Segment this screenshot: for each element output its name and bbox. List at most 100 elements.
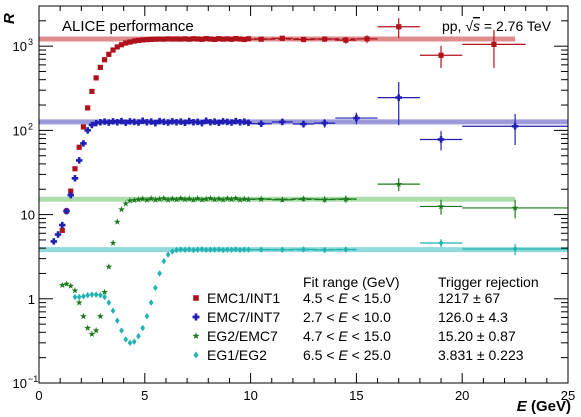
data-point: [229, 246, 234, 254]
data-point: [76, 293, 82, 301]
x-tick-label: 25: [561, 388, 575, 403]
data-point: [84, 324, 92, 331]
data-point: [181, 195, 189, 203]
data-point: [186, 246, 192, 253]
data-point: [395, 180, 403, 187]
data-point: [123, 336, 129, 343]
data-point: [511, 122, 519, 130]
data-point: [195, 246, 201, 253]
legend-rejection-error: ± 4.3: [473, 309, 508, 325]
data-point: [147, 195, 155, 202]
y-tick-label: 10: [13, 376, 27, 391]
data-point: [98, 292, 103, 299]
data-point: [241, 118, 248, 125]
data-point: [85, 292, 91, 299]
data-point: [105, 263, 113, 270]
data-point: [105, 119, 113, 126]
y-tick-exponent: −1: [28, 374, 38, 384]
data-point: [240, 195, 248, 202]
data-point: [122, 119, 130, 127]
data-point: [300, 195, 307, 202]
data-point: [215, 195, 223, 202]
data-point: [92, 327, 100, 334]
data-point: [193, 295, 199, 301]
data-point: [178, 246, 184, 253]
data-point: [203, 36, 209, 42]
data-point: [143, 118, 151, 126]
data-point: [257, 120, 265, 127]
data-point: [127, 339, 133, 347]
data-point: [130, 196, 138, 204]
data-point: [343, 246, 349, 253]
data-point: [143, 196, 151, 203]
data-point: [110, 307, 116, 315]
data-point: [148, 299, 154, 306]
legend-fit-high: < 15.0: [348, 290, 391, 306]
data-point: [245, 196, 252, 203]
data-point: [194, 195, 202, 202]
data-point: [54, 231, 62, 238]
y-axis-label: R: [1, 13, 18, 24]
x-axis-variable: E: [517, 398, 528, 415]
legend-rejection: 3.831 ± 0.223: [438, 347, 524, 363]
data-point: [63, 207, 70, 215]
data-point: [118, 117, 125, 125]
data-point: [80, 124, 87, 130]
data-point: [216, 246, 222, 253]
data-point: [80, 312, 87, 320]
data-point: [164, 196, 172, 203]
data-point: [212, 246, 217, 253]
y-tick-exponent: 2: [28, 121, 33, 131]
legend-rejection: 1217 ± 67: [438, 290, 500, 306]
legend-fit-range: 4.7 < E < 15.0: [303, 328, 391, 344]
data-point: [257, 195, 265, 202]
data-point: [236, 196, 244, 203]
data-point: [237, 36, 243, 42]
data-point: [186, 36, 192, 42]
data-point: [59, 221, 66, 229]
data-point: [173, 196, 180, 203]
data-point: [139, 195, 147, 202]
data-point: [106, 299, 112, 306]
data-point: [126, 118, 134, 125]
data-point: [228, 36, 235, 42]
legend-series-name: EG1/EG2: [207, 347, 267, 363]
data-point: [219, 118, 227, 125]
data-point: [190, 196, 197, 203]
data-point: [135, 119, 142, 126]
data-point: [80, 140, 87, 147]
data-point: [118, 42, 125, 48]
data-point: [202, 195, 210, 202]
data-point: [232, 117, 240, 125]
legend-series-name: EMC1/INT1: [207, 290, 280, 306]
data-point: [97, 118, 104, 126]
legend-fit-high: < 25.0: [348, 347, 391, 363]
data-point: [85, 105, 91, 111]
data-point: [181, 119, 189, 127]
data-point: [177, 194, 185, 202]
data-point: [127, 39, 133, 45]
data-point: [164, 119, 172, 126]
data-point: [89, 88, 95, 95]
data-point: [101, 57, 108, 63]
data-point: [190, 118, 197, 126]
data-point: [192, 332, 200, 340]
legend-fit-variable: E: [338, 309, 348, 325]
data-point: [63, 280, 70, 287]
data-point: [122, 200, 130, 207]
data-point: [50, 238, 58, 245]
x-tick-label: 10: [243, 388, 257, 403]
data-point: [114, 118, 121, 126]
data-point: [396, 24, 402, 30]
data-point: [160, 118, 168, 126]
data-point: [353, 114, 360, 122]
data-point: [114, 44, 120, 50]
data-point: [173, 118, 180, 126]
data-point: [161, 257, 167, 265]
data-point: [190, 36, 197, 42]
legend-rows: EMC1/INT1 4.5 < E < 15.0 1217 ± 67 EMC7/INT…: [192, 290, 524, 363]
data-point: [131, 338, 137, 345]
data-point: [101, 118, 108, 125]
legend-series-name: EG2/EMC7: [207, 328, 278, 344]
data-point: [182, 246, 188, 254]
